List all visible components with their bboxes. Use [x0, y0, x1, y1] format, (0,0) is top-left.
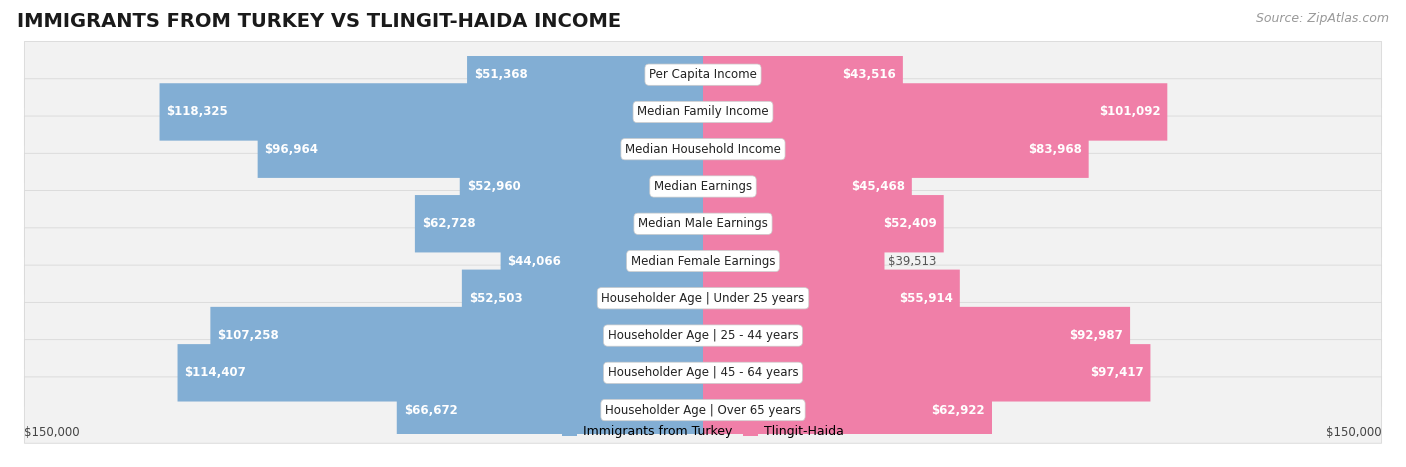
Text: Median Male Earnings: Median Male Earnings	[638, 217, 768, 230]
Text: IMMIGRANTS FROM TURKEY VS TLINGIT-HAIDA INCOME: IMMIGRANTS FROM TURKEY VS TLINGIT-HAIDA …	[17, 12, 621, 31]
FancyBboxPatch shape	[396, 382, 703, 439]
FancyBboxPatch shape	[24, 116, 1382, 183]
Text: $83,968: $83,968	[1028, 143, 1081, 156]
Text: Median Earnings: Median Earnings	[654, 180, 752, 193]
Text: $118,325: $118,325	[166, 106, 228, 119]
FancyBboxPatch shape	[24, 79, 1382, 145]
Text: $62,728: $62,728	[422, 217, 475, 230]
FancyBboxPatch shape	[703, 344, 1150, 402]
Text: $44,066: $44,066	[508, 255, 561, 268]
Text: $101,092: $101,092	[1099, 106, 1160, 119]
Text: $150,000: $150,000	[24, 426, 80, 439]
Text: $43,516: $43,516	[842, 68, 896, 81]
FancyBboxPatch shape	[177, 344, 703, 402]
FancyBboxPatch shape	[24, 42, 1382, 108]
FancyBboxPatch shape	[703, 83, 1167, 141]
Text: $52,503: $52,503	[468, 292, 523, 305]
FancyBboxPatch shape	[703, 232, 884, 290]
Text: Householder Age | Over 65 years: Householder Age | Over 65 years	[605, 403, 801, 417]
Text: Per Capita Income: Per Capita Income	[650, 68, 756, 81]
Text: $51,368: $51,368	[474, 68, 527, 81]
FancyBboxPatch shape	[461, 269, 703, 327]
Legend: Immigrants from Turkey, Tlingit-Haida: Immigrants from Turkey, Tlingit-Haida	[557, 420, 849, 443]
Text: $96,964: $96,964	[264, 143, 319, 156]
FancyBboxPatch shape	[211, 307, 703, 364]
FancyBboxPatch shape	[24, 228, 1382, 294]
Text: $107,258: $107,258	[218, 329, 278, 342]
Text: Source: ZipAtlas.com: Source: ZipAtlas.com	[1256, 12, 1389, 25]
FancyBboxPatch shape	[159, 83, 703, 141]
FancyBboxPatch shape	[703, 269, 960, 327]
FancyBboxPatch shape	[24, 377, 1382, 443]
FancyBboxPatch shape	[703, 307, 1130, 364]
FancyBboxPatch shape	[257, 120, 703, 178]
Text: $97,417: $97,417	[1090, 366, 1143, 379]
Text: Householder Age | 25 - 44 years: Householder Age | 25 - 44 years	[607, 329, 799, 342]
Text: $62,922: $62,922	[932, 403, 986, 417]
FancyBboxPatch shape	[703, 158, 912, 215]
FancyBboxPatch shape	[24, 191, 1382, 257]
Text: $66,672: $66,672	[404, 403, 457, 417]
Text: $55,914: $55,914	[898, 292, 953, 305]
Text: Median Female Earnings: Median Female Earnings	[631, 255, 775, 268]
FancyBboxPatch shape	[703, 195, 943, 253]
FancyBboxPatch shape	[703, 120, 1088, 178]
FancyBboxPatch shape	[24, 265, 1382, 332]
Text: Householder Age | 45 - 64 years: Householder Age | 45 - 64 years	[607, 366, 799, 379]
FancyBboxPatch shape	[24, 302, 1382, 369]
FancyBboxPatch shape	[501, 232, 703, 290]
Text: $92,987: $92,987	[1070, 329, 1123, 342]
FancyBboxPatch shape	[703, 382, 993, 439]
Text: $39,513: $39,513	[889, 255, 936, 268]
Text: Median Family Income: Median Family Income	[637, 106, 769, 119]
Text: $150,000: $150,000	[1326, 426, 1382, 439]
FancyBboxPatch shape	[24, 153, 1382, 219]
FancyBboxPatch shape	[703, 46, 903, 103]
FancyBboxPatch shape	[415, 195, 703, 253]
FancyBboxPatch shape	[460, 158, 703, 215]
Text: $52,960: $52,960	[467, 180, 520, 193]
Text: $52,409: $52,409	[883, 217, 936, 230]
Text: $114,407: $114,407	[184, 366, 246, 379]
FancyBboxPatch shape	[24, 340, 1382, 406]
Text: Median Household Income: Median Household Income	[626, 143, 780, 156]
Text: $45,468: $45,468	[851, 180, 905, 193]
Text: Householder Age | Under 25 years: Householder Age | Under 25 years	[602, 292, 804, 305]
FancyBboxPatch shape	[467, 46, 703, 103]
